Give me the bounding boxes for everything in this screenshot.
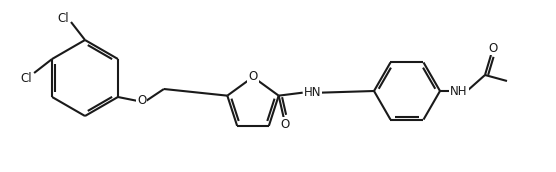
Text: HN: HN <box>304 86 321 99</box>
Text: O: O <box>488 41 498 55</box>
Text: O: O <box>280 118 289 131</box>
Text: O: O <box>137 94 147 108</box>
Text: NH: NH <box>450 84 468 98</box>
Text: Cl: Cl <box>20 72 32 84</box>
Text: Cl: Cl <box>57 12 69 24</box>
Text: O: O <box>249 69 257 83</box>
